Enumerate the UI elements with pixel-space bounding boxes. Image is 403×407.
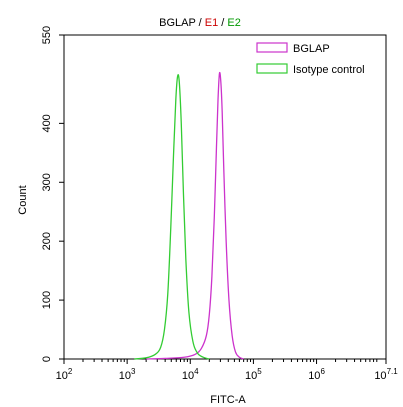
x-tick-label: 102	[56, 367, 73, 382]
x-tick-label: 106	[308, 367, 325, 382]
y-tick-label: 400	[41, 114, 53, 132]
y-tick-label: 0	[41, 356, 53, 362]
y-axis-ticks: 0 100 200 300 400 550	[41, 26, 64, 362]
chart-title: BGLAP / E1 / E2	[159, 17, 241, 29]
series-line-isotype-control	[134, 74, 210, 360]
y-tick-label: 200	[41, 232, 53, 250]
y-tick-label: 550	[41, 26, 53, 44]
x-tick-label: 107.1	[374, 367, 398, 382]
title-part-1: BGLAP	[159, 17, 196, 29]
title-separator-2: /	[218, 17, 227, 29]
title-separator-1: /	[196, 17, 205, 29]
series-layer	[134, 71, 244, 360]
x-axis-title: FITC-A	[210, 394, 246, 406]
y-tick-label: 100	[41, 291, 53, 309]
x-tick-label: 103	[119, 367, 136, 382]
legend-swatch-isotype-control	[256, 63, 288, 74]
y-tick-label: 300	[41, 173, 53, 191]
title-part-e2: E2	[227, 17, 240, 29]
legend-label-bglap: BGLAP	[293, 43, 330, 55]
title-part-e1: E1	[205, 17, 218, 29]
legend-swatch-bglap	[256, 42, 288, 53]
legend-label-isotype-control: Isotype control	[293, 64, 365, 76]
y-axis-title: Count	[17, 185, 29, 214]
legend: BGLAP Isotype control	[256, 42, 365, 76]
x-tick-label: 104	[182, 367, 199, 382]
x-tick-label: 105	[245, 367, 262, 382]
x-axis-ticks: 102 103 104 105 106 107.1	[56, 359, 398, 382]
